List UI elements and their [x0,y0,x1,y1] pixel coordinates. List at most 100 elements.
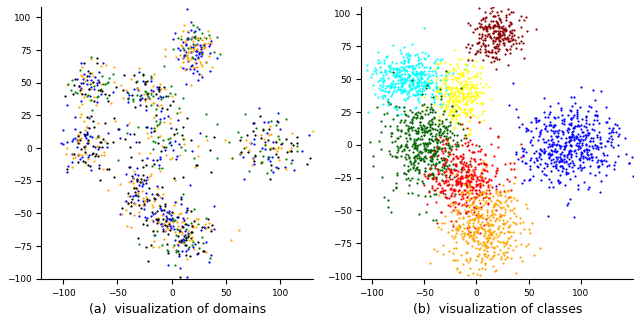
Point [556,136,566,141]
Point [474,20,484,25]
Point [176,195,186,200]
Point [459,106,469,111]
Point [392,86,403,91]
Point [118,87,128,92]
Point [132,86,142,91]
Point [292,141,303,146]
Point [471,182,481,187]
Point [392,127,403,132]
Point [266,146,276,151]
Point [129,168,140,173]
Point [455,160,465,165]
Point [86,97,96,102]
Point [479,2,489,7]
Point [497,239,508,245]
Point [138,203,148,208]
Point [165,90,175,96]
Point [576,168,586,173]
Point [79,71,90,76]
Point [109,116,119,121]
Point [88,99,99,104]
Point [81,151,91,157]
Point [193,42,203,47]
Point [584,144,595,149]
Point [404,82,414,87]
Point [410,86,420,91]
Point [189,30,199,35]
Point [161,94,172,99]
Point [465,186,475,191]
Point [438,169,449,174]
Point [428,153,438,158]
Point [451,177,461,182]
Point [532,164,543,170]
Point [621,151,632,156]
Point [415,126,426,131]
Point [383,63,393,68]
Point [408,81,418,86]
Point [73,133,83,139]
Point [392,80,403,86]
Point [140,80,150,85]
Point [462,91,472,96]
Point [426,148,436,153]
Point [168,245,178,250]
Point [413,76,423,81]
Point [470,158,481,163]
Point [471,142,481,147]
Point [180,49,191,54]
Point [494,224,504,229]
Point [461,172,471,178]
Point [146,102,156,107]
Point [473,148,483,153]
Point [403,63,413,68]
Point [591,146,601,151]
Point [440,177,451,182]
Point [472,226,483,231]
Point [477,102,488,107]
Point [248,137,259,142]
Point [173,223,184,228]
Point [538,136,548,141]
Point [531,26,541,32]
Point [465,76,475,81]
Point [488,38,499,43]
Point [446,72,456,77]
Point [391,106,401,111]
Point [139,206,149,211]
Point [451,219,461,224]
Point [463,42,473,47]
Point [544,184,554,189]
Point [378,76,388,81]
Point [169,176,179,181]
Point [77,159,88,164]
Point [484,214,494,220]
Point [558,131,568,136]
Point [482,213,492,218]
Point [157,222,167,227]
Point [566,134,577,140]
Point [570,101,580,106]
Point [434,146,444,151]
Point [182,274,192,279]
Point [492,215,502,220]
Point [519,226,529,231]
Point [438,190,448,195]
Point [130,192,140,197]
Point [463,177,473,182]
Point [84,86,94,91]
Point [135,96,145,101]
Point [84,87,94,92]
Point [589,172,600,177]
Point [470,225,481,231]
Point [152,192,163,197]
Point [401,176,411,182]
Point [471,91,481,96]
Point [205,252,216,257]
Point [235,151,245,157]
Point [564,148,574,153]
Point [576,127,586,132]
Point [487,47,497,53]
Point [569,94,579,99]
Point [403,126,413,131]
